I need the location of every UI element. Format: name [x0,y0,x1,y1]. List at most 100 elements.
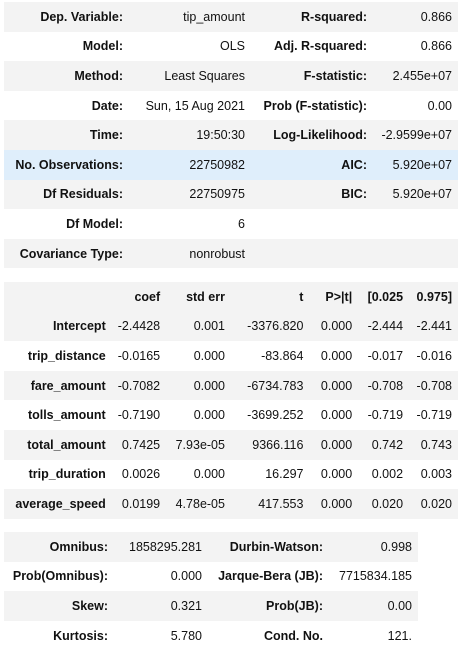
coef-column-header: P>|t| [325,289,353,304]
coef-value: -0.016 [416,348,452,363]
summary-label [251,239,373,269]
summary-label: Time: [89,128,123,143]
summary-value: 22750982 [189,157,245,172]
summary-value: Sun, 15 Aug 2021 [145,98,245,113]
summary-value: 5.920e+07 [392,157,452,172]
coef-value: 0.003 [420,467,452,482]
coef-value: -2.444 [367,319,404,334]
summary-label: Df Model: [66,216,123,231]
summary-label: Df Residuals: [43,187,123,202]
diagnostic-label: Prob(Omnibus): [12,569,108,584]
coef-value: -2.441 [416,319,452,334]
summary-label: Dep. Variable: [40,9,123,24]
coef-value: 16.297 [265,467,304,482]
diagnostics-row: Prob(Omnibus): 0.000 Jarque-Bera (JB): 7715… [4,562,418,592]
summary-label: Prob (F-statistic): [263,98,367,113]
diagnostic-label: Prob(JB): [266,598,323,613]
coef-value: 0.742 [371,437,404,452]
coef-value: 0.000 [193,348,225,363]
coef-column-header: coef [134,289,161,304]
diagnostic-value: 0.00 [387,598,412,613]
diagnostic-label: Jarque-Bera (JB): [218,569,323,584]
table-row: average_speed 0.0199 4.78e-05 417.553 0.000 0… [4,489,458,519]
coef-value: 0.000 [320,408,353,423]
summary-value: tip_amount [183,9,245,24]
coef-value: -0.7190 [117,408,161,423]
summary-value: 19:50:30 [196,128,245,143]
coef-value: -3699.252 [247,408,304,423]
coef-column-header: [0.025 [367,289,404,304]
coef-value: 9366.116 [252,437,304,452]
diagnostic-value: 0.321 [170,598,202,613]
summary-label: Covariance Type: [19,246,123,261]
summary-label: F-statistic: [303,68,367,83]
coef-value: -83.864 [261,348,304,363]
coef-value: 0.000 [320,467,353,482]
variable-name: fare_amount [30,378,106,393]
coef-value: -0.0165 [117,348,161,363]
coef-value: -0.7082 [117,378,161,393]
summary-label [251,209,373,239]
coef-value: 0.000 [193,408,225,423]
diagnostic-label: Durbin-Watson: [229,539,323,554]
summary-label: AIC: [341,157,367,172]
diagnostic-label: Omnibus: [49,539,108,554]
diagnostic-label: Skew: [71,598,108,613]
coefficients-table: coef std err t P>|t| [0.025 0.975] Intercept -… [4,282,458,519]
summary-value: 5.920e+07 [392,187,452,202]
coef-value: 0.020 [420,496,452,511]
coef-value: -2.4428 [117,319,161,334]
coef-value: 0.002 [371,467,404,482]
variable-name: Intercept [52,319,106,334]
summary-label: BIC: [341,187,367,202]
coef-value: 0.000 [193,378,225,393]
summary-label: Model: [82,39,123,54]
summary-row: Df Residuals: 22750975 BIC: 5.920e+07 [4,179,458,210]
coef-value: 0.000 [320,319,353,334]
coef-column-header [4,282,112,312]
coef-value: -6734.783 [247,378,304,393]
coef-value: 7.93e-05 [175,437,225,452]
summary-row: Model: OLS Adj. R-squared: 0.866 [4,32,458,62]
summary-value: -2.9599e+07 [381,128,452,143]
diagnostic-value: 0.000 [170,569,202,584]
summary-row: No. Observations: 22750982 AIC: 5.920e+07 [4,149,458,180]
table-row: trip_duration 0.0026 0.000 16.297 0.000 0.002… [4,460,458,490]
summary-label: Log-Likelihood: [273,128,367,143]
coef-value: 0.001 [193,319,225,334]
diagnostic-label: Cond. No. [263,628,323,643]
coef-value: 0.7425 [121,437,161,452]
summary-value: nonrobust [189,246,245,261]
summary-label: Date: [91,98,123,113]
coef-value: 4.78e-05 [175,496,225,511]
summary-label: Adj. R-squared: [273,39,367,54]
coef-value: 0.000 [320,437,353,452]
diagnostic-value: 0.998 [380,539,412,554]
table-row: Intercept -2.4428 0.001 -3376.820 0.000 -2.44… [4,311,458,342]
summary-row: Covariance Type: nonrobust [4,238,458,269]
summary-label: No. Observations: [15,157,123,172]
variable-name: total_amount [27,437,106,452]
summary-value [373,239,458,269]
summary-value: 0.866 [420,9,452,24]
variable-name: tolls_amount [27,408,106,423]
variable-name: trip_distance [27,348,106,363]
summary-value: 2.455e+07 [392,68,452,83]
diagnostics-row: Kurtosis: 5.780 Cond. No. 121. [4,621,418,651]
coef-value: -0.719 [416,408,452,423]
coef-value: -0.719 [367,408,404,423]
coef-value: 0.000 [193,467,225,482]
diagnostic-value: 7715834.185 [339,569,412,584]
summary-label: R-squared: [301,9,367,24]
summary-row: Time: 19:50:30 Log-Likelihood: -2.9599e+07 [4,120,458,150]
diagnostics-row: Skew: 0.321 Prob(JB): 0.00 [4,591,418,621]
coef-value: -3376.820 [247,319,304,334]
summary-value: 0.00 [427,98,452,113]
table-row: trip_distance -0.0165 0.000 -83.864 0.000 -0.… [4,341,458,371]
diagnostics-table: Omnibus: 1858295.281 Durbin-Watson: 0.998 Pr… [4,532,418,650]
summary-row: Method: Least Squares F-statistic: 2.455e+0… [4,61,458,91]
summary-row: Date: Sun, 15 Aug 2021 Prob (F-statistic):… [4,91,458,121]
summary-row: Df Model: 6 [4,209,458,239]
coef-value: 0.000 [320,348,353,363]
summary-label: Method: [74,68,123,83]
